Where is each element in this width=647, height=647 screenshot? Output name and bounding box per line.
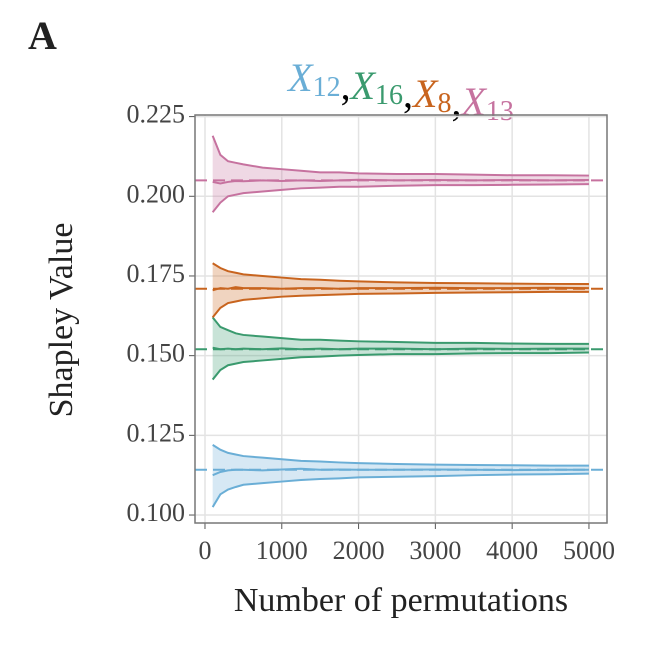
band-edge — [211, 472, 589, 508]
x-tick-label: 3000 — [409, 536, 461, 565]
y-tick-label: 0.150 — [127, 339, 186, 368]
legend-name: X — [286, 55, 314, 100]
legend-name: X — [459, 79, 487, 124]
x-tick-label: 5000 — [563, 536, 615, 565]
band-edge — [211, 316, 589, 345]
legend-subscript: 12 — [313, 72, 341, 103]
x-axis-title: Number of permutations — [234, 582, 568, 619]
mean-line — [212, 286, 589, 292]
x-tick-label: 2000 — [333, 536, 385, 565]
band-edge — [212, 262, 589, 285]
band — [212, 263, 589, 318]
mean-line — [212, 346, 589, 351]
legend-name: X — [349, 63, 377, 108]
plot-frame — [194, 114, 608, 524]
x-tick-label: 1000 — [256, 536, 308, 565]
title-separator: , — [403, 71, 413, 116]
title-separator: , — [341, 63, 351, 108]
mean-line — [212, 467, 589, 477]
band-edge — [211, 183, 589, 213]
title-separator: , — [451, 79, 461, 124]
x-tick-label: 4000 — [486, 536, 538, 565]
y-tick-label: 0.225 — [127, 100, 186, 129]
legend-subscript: 8 — [437, 88, 451, 119]
y-tick-label: 0.100 — [127, 498, 186, 527]
legend-name: X — [411, 71, 439, 116]
y-tick-label: 0.175 — [127, 259, 186, 288]
band-edge — [211, 290, 589, 319]
panel-label: A — [28, 13, 57, 58]
legend-subscript: 16 — [375, 80, 403, 111]
chart-title: X12,X16,X8,X13 — [286, 55, 514, 127]
band-edge — [211, 351, 589, 381]
mean-line — [212, 178, 589, 185]
band-edge — [212, 444, 589, 467]
y-tick-label: 0.200 — [127, 179, 186, 208]
y-axis-title: Shapley Value — [43, 223, 80, 418]
x-tick-label: 0 — [198, 536, 211, 565]
y-tick-label: 0.125 — [127, 418, 186, 447]
band-edge — [211, 135, 589, 177]
legend-subscript: 13 — [486, 96, 514, 127]
